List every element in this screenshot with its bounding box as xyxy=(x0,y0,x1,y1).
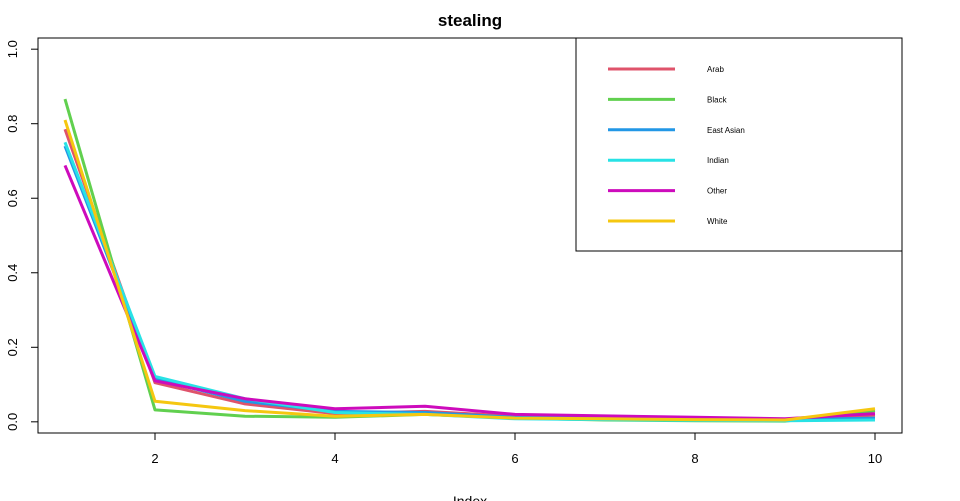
series-layer xyxy=(63,98,876,423)
y-tick-label: 1.0 xyxy=(5,40,20,58)
y-tick-label: 0.2 xyxy=(5,338,20,356)
y-tick-label: 0.8 xyxy=(5,115,20,133)
legend-label: Arab xyxy=(707,65,724,74)
x-axis-label: Index xyxy=(453,493,487,501)
legend-label: East Asian xyxy=(707,126,745,135)
legend-label: Indian xyxy=(707,156,729,165)
y-tick-label: 0.0 xyxy=(5,413,20,431)
legend-label: Black xyxy=(707,95,728,104)
x-tick-label: 8 xyxy=(691,451,698,466)
x-tick-label: 6 xyxy=(511,451,518,466)
series-line-other xyxy=(63,164,876,421)
legend-label: Other xyxy=(707,187,727,196)
x-tick-label: 4 xyxy=(331,451,338,466)
y-axis: 0.0 0.2 0.4 0.6 0.8 1.0 xyxy=(5,40,38,431)
x-tick-label: 10 xyxy=(868,451,882,466)
series-line-white xyxy=(63,119,876,422)
legend: Arab Black East Asian Indian Other White xyxy=(575,37,903,252)
legend-label: White xyxy=(707,217,728,226)
y-tick-label: 0.6 xyxy=(5,189,20,207)
x-tick-label: 2 xyxy=(151,451,158,466)
legend-box xyxy=(575,37,903,252)
chart-title: stealing xyxy=(438,11,502,30)
x-axis: 2 4 6 8 10 xyxy=(151,433,882,466)
y-tick-label: 0.4 xyxy=(5,264,20,282)
